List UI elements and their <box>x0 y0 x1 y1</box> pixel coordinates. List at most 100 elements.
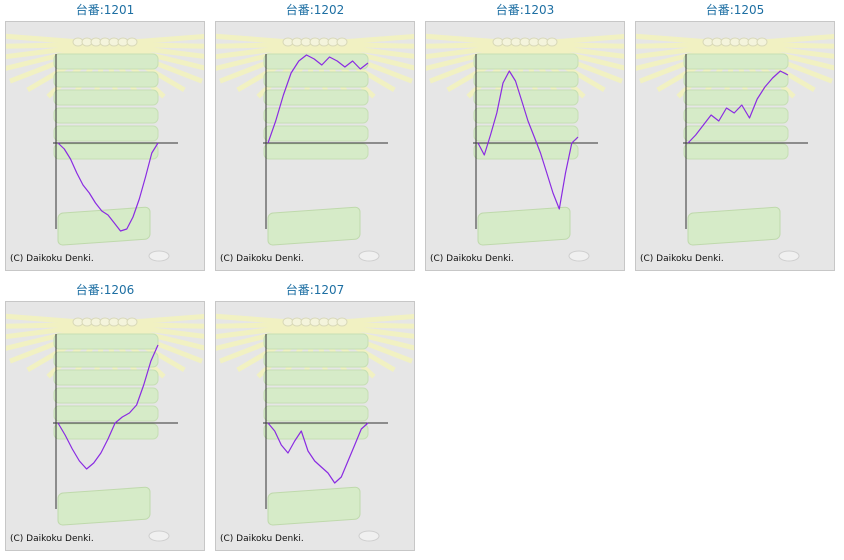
tray-shape <box>263 333 369 350</box>
graph-svg <box>216 313 414 542</box>
chart-tile-1206[interactable]: 台番:1206 (C) Daikoku Denki. <box>5 280 205 551</box>
graph-panel: (C) Daikoku Denki. <box>635 21 835 271</box>
tray-shape <box>53 143 159 160</box>
ray <box>524 42 586 99</box>
chart-tile-1205[interactable]: 台番:1205 (C) Daikoku Denki. <box>635 0 835 271</box>
data-line <box>57 344 159 470</box>
coin-shape <box>568 250 590 262</box>
copyright-text: (C) Daikoku Denki. <box>10 254 94 264</box>
coin-shape <box>358 530 380 542</box>
tray-shape <box>263 143 369 160</box>
ray <box>256 42 318 99</box>
tray-shape <box>473 89 579 106</box>
tray-shape <box>263 125 369 142</box>
medal-shape <box>546 37 558 47</box>
graph-svg <box>636 33 834 262</box>
data-line <box>687 70 789 144</box>
tray-shape <box>473 143 579 160</box>
medal-shape <box>336 37 348 47</box>
graph-svg <box>6 33 204 262</box>
copyright-text: (C) Daikoku Denki. <box>220 534 304 544</box>
ray <box>466 42 528 99</box>
tray-shape <box>53 351 159 368</box>
coin-shape <box>778 250 800 262</box>
coin-shape <box>358 250 380 262</box>
data-line <box>267 422 369 484</box>
graph-panel: (C) Daikoku Denki. <box>215 301 415 551</box>
tray-shape <box>683 143 789 160</box>
tray-shape <box>53 333 159 350</box>
ray <box>46 42 108 99</box>
medal-shape <box>126 317 138 327</box>
tray-shape <box>473 71 579 88</box>
tray-shape <box>263 89 369 106</box>
tray-shape <box>263 107 369 124</box>
tray-shape <box>263 405 369 422</box>
tray-shape <box>53 89 159 106</box>
ray <box>314 42 376 99</box>
machine-number-title[interactable]: 台番:1201 <box>75 3 135 17</box>
machine-number-title[interactable]: 台番:1207 <box>285 283 345 297</box>
graph-panel: (C) Daikoku Denki. <box>5 21 205 271</box>
tray-shape <box>53 423 159 440</box>
medal-shape <box>756 37 768 47</box>
copyright-text: (C) Daikoku Denki. <box>430 254 514 264</box>
graph-panel: (C) Daikoku Denki. <box>425 21 625 271</box>
tray-shape <box>683 53 789 70</box>
tray-shape <box>263 387 369 404</box>
data-line <box>267 54 369 144</box>
coin-shape <box>148 250 170 262</box>
tray-shape <box>53 405 159 422</box>
machine-number-title[interactable]: 台番:1202 <box>285 3 345 17</box>
ray <box>314 322 376 379</box>
copyright-text: (C) Daikoku Denki. <box>220 254 304 264</box>
tray-shape <box>53 369 159 386</box>
machine-number-title[interactable]: 台番:1206 <box>75 283 135 297</box>
graph-panel: (C) Daikoku Denki. <box>5 301 205 551</box>
graph-panel: (C) Daikoku Denki. <box>215 21 415 271</box>
ray <box>46 322 108 379</box>
medal-shape <box>336 317 348 327</box>
tray-shape <box>53 387 159 404</box>
chart-tile-1201[interactable]: 台番:1201 (C) Daikoku Denki. <box>5 0 205 271</box>
tray-shape <box>683 71 789 88</box>
bottom-tray-shape <box>57 486 151 526</box>
bottom-tray-shape <box>687 206 781 246</box>
bottom-tray-shape <box>477 206 571 246</box>
machine-number-title[interactable]: 台番:1203 <box>495 3 555 17</box>
tray-shape <box>473 125 579 142</box>
tray-shape <box>263 423 369 440</box>
ray <box>734 42 796 99</box>
graph-svg <box>426 33 624 262</box>
tray-shape <box>263 369 369 386</box>
graph-svg <box>6 313 204 542</box>
tray-shape <box>683 125 789 142</box>
tray-shape <box>53 71 159 88</box>
bottom-tray-shape <box>57 206 151 246</box>
tray-shape <box>263 351 369 368</box>
chart-tile-1207[interactable]: 台番:1207 (C) Daikoku Denki. <box>215 280 415 551</box>
ray <box>104 42 166 99</box>
tray-shape <box>683 89 789 106</box>
ray <box>676 42 738 99</box>
graph-svg <box>216 33 414 262</box>
medal-shape <box>126 37 138 47</box>
ray <box>104 322 166 379</box>
ray <box>256 322 318 379</box>
tray-shape <box>473 53 579 70</box>
tray-shape <box>53 53 159 70</box>
bottom-tray-shape <box>267 486 361 526</box>
chart-tile-1202[interactable]: 台番:1202 (C) Daikoku Denki. <box>215 0 415 271</box>
copyright-text: (C) Daikoku Denki. <box>640 254 724 264</box>
tray-shape <box>263 71 369 88</box>
copyright-text: (C) Daikoku Denki. <box>10 534 94 544</box>
tray-shape <box>53 125 159 142</box>
bottom-tray-shape <box>267 206 361 246</box>
data-line <box>477 70 579 210</box>
data-line <box>57 142 159 232</box>
tray-shape <box>53 107 159 124</box>
chart-tile-1203[interactable]: 台番:1203 (C) Daikoku Denki. <box>425 0 625 271</box>
machine-number-title[interactable]: 台番:1205 <box>705 3 765 17</box>
coin-shape <box>148 530 170 542</box>
tray-shape <box>683 107 789 124</box>
